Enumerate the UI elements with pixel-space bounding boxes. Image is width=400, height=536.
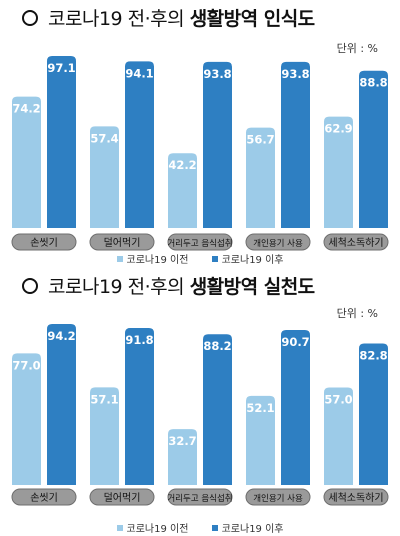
category-pill — [11, 488, 77, 506]
bar-before — [90, 387, 119, 485]
bar-value-label: 94.1 — [125, 66, 153, 80]
circle-bullet-icon — [22, 277, 38, 294]
bar-after — [47, 323, 76, 485]
category-label: 세척소독하기 — [328, 236, 383, 249]
unit-label: 단위 : % — [336, 42, 378, 55]
legend-item-before: 코로나19 이전 — [116, 520, 189, 535]
bar-before — [246, 395, 275, 485]
legend-item-after: 코로나19 이후 — [211, 251, 284, 266]
legend-label-after: 코로나19 이후 — [221, 524, 284, 535]
bar-after — [359, 343, 388, 485]
chart-legend: 코로나19 이전 코로나19 이후 — [0, 251, 400, 266]
category-label: 덜어먹기 — [104, 492, 141, 504]
category-pill — [89, 488, 155, 506]
bar-after — [281, 61, 310, 228]
bar-before — [168, 153, 197, 228]
category-label: 손씻기 — [30, 492, 58, 504]
category-label: 개인용기 사용 — [253, 493, 303, 504]
legend-item-before: 코로나19 이전 — [116, 251, 189, 266]
chart-title: 코로나19 전·후의 생활방역 인식도 — [22, 4, 315, 31]
category-pill — [11, 233, 77, 251]
bar-value-label: 62.9 — [324, 122, 352, 136]
legend-item-after: 코로나19 이후 — [211, 520, 284, 535]
bar-value-label: 57.0 — [324, 393, 352, 407]
category-label: 개인용기 사용 — [253, 238, 303, 249]
bar-value-label: 42.2 — [168, 158, 196, 172]
bar-value-label: 97.1 — [47, 61, 75, 75]
chart-title-bold: 생활방역 실천도 — [189, 276, 315, 298]
category-pill — [167, 488, 233, 506]
chart-legend: 코로나19 이전 코로나19 이후 — [0, 520, 400, 535]
bar-value-label: 82.8 — [359, 348, 387, 362]
bar-before — [324, 116, 353, 228]
bar-before — [12, 353, 41, 485]
category-pill — [89, 233, 155, 251]
bar-value-label: 90.7 — [281, 335, 309, 349]
bar-after — [203, 334, 232, 485]
legend-swatch-before — [116, 525, 123, 531]
bar-after — [203, 61, 232, 228]
chart-panel-practice: 코로나19 전·후의 생활방역 실천도 단위 : % 77.0 94.2 손씻기 57… — [0, 268, 400, 536]
bar-value-label: 57.1 — [90, 392, 118, 406]
bar-value-label: 32.7 — [168, 434, 196, 448]
bar-value-label: 88.8 — [359, 76, 387, 90]
bar-value-label: 94.2 — [47, 329, 75, 343]
bar-value-label: 93.8 — [203, 67, 231, 81]
bar-before — [324, 387, 353, 485]
bar-value-label: 74.2 — [12, 102, 40, 116]
bar-before — [90, 126, 119, 228]
category-pill — [167, 233, 233, 251]
category-pill — [323, 488, 389, 506]
bar-chart-awareness: 74.2 97.1 손씻기 57.4 94.1 덜어먹기 42.2 93.8 거리두고 음식섭취… — [11, 56, 389, 251]
bar-before — [168, 429, 197, 485]
chart-title-prefix: 코로나19 전·후의 — [48, 276, 190, 298]
bar-value-label: 77.0 — [12, 358, 40, 372]
bar-value-label: 91.8 — [125, 333, 153, 347]
circle-bullet-icon — [22, 9, 38, 26]
bar-before — [12, 96, 41, 229]
bar-after — [281, 329, 310, 485]
legend-swatch-after — [211, 525, 218, 531]
bar-after — [359, 70, 388, 229]
legend-label-after: 코로나19 이후 — [221, 255, 284, 266]
bar-value-label: 57.4 — [90, 131, 118, 145]
bar-after — [125, 328, 154, 485]
chart-panel-awareness: 코로나19 전·후의 생활방역 인식도 단위 : % 74.2 97.1 손씻기 57… — [0, 4, 400, 266]
bar-before — [246, 127, 275, 228]
category-label: 거리두고 음식섭취 — [167, 493, 232, 504]
category-pill — [323, 233, 389, 251]
bar-value-label: 88.2 — [203, 339, 231, 353]
category-label: 손씻기 — [30, 237, 58, 249]
chart-title-bold: 생활방역 인식도 — [189, 8, 315, 30]
bar-after — [47, 56, 76, 228]
category-pill — [245, 233, 311, 251]
category-label: 덜어먹기 — [104, 237, 141, 249]
legend-swatch-after — [211, 256, 218, 262]
bar-value-label: 56.7 — [246, 133, 274, 147]
category-pill — [245, 488, 311, 506]
category-label: 거리두고 음식섭취 — [167, 238, 232, 249]
unit-label: 단위 : % — [336, 307, 378, 320]
chart-title: 코로나19 전·후의 생활방역 실천도 — [22, 272, 315, 299]
bar-chart-practice: 77.0 94.2 손씻기 57.1 91.8 덜어먹기 32.7 88.2 거리두고 음식섭취… — [11, 323, 389, 506]
category-label: 세척소독하기 — [328, 491, 383, 504]
chart-title-prefix: 코로나19 전·후의 — [48, 8, 190, 30]
bar-value-label: 93.8 — [281, 67, 309, 81]
legend-label-before: 코로나19 이전 — [126, 524, 189, 535]
bar-after — [125, 61, 154, 228]
legend-label-before: 코로나19 이전 — [126, 255, 189, 266]
legend-swatch-before — [116, 256, 123, 262]
bar-value-label: 52.1 — [246, 401, 274, 415]
